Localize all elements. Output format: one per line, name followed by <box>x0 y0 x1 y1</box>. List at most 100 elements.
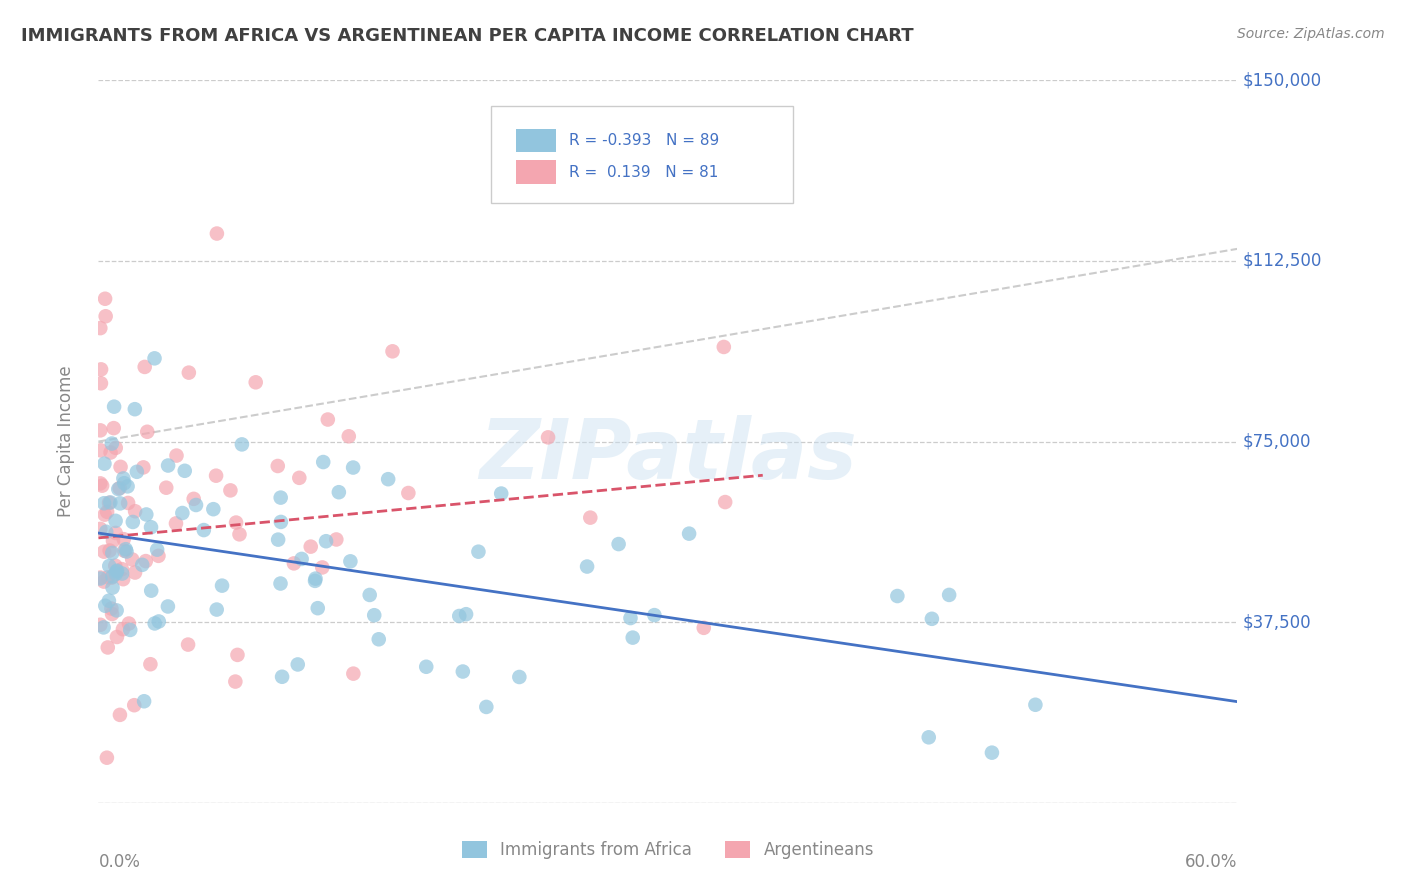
Point <box>135 554 157 568</box>
Point <box>117 496 139 510</box>
Point <box>396 486 419 500</box>
Point <box>245 376 267 390</box>
Point <box>105 603 128 617</box>
Point <box>270 515 292 529</box>
Point <box>132 694 155 708</box>
Point <box>449 609 471 624</box>
Point <box>98 543 121 558</box>
Point <box>94 599 117 613</box>
Point <box>205 227 228 241</box>
Point <box>112 532 135 546</box>
Point <box>166 449 188 463</box>
Point <box>90 362 112 376</box>
Point <box>270 576 292 591</box>
Point <box>226 648 249 662</box>
Point <box>115 544 138 558</box>
Point <box>89 476 111 491</box>
Point <box>156 599 179 614</box>
Point <box>118 616 141 631</box>
Point <box>202 502 225 516</box>
Point <box>117 479 139 493</box>
FancyBboxPatch shape <box>516 128 557 152</box>
Text: R = -0.393   N = 89: R = -0.393 N = 89 <box>569 133 718 148</box>
Point <box>172 506 194 520</box>
Point <box>90 376 112 391</box>
Point <box>1024 698 1046 712</box>
Point <box>228 527 250 541</box>
Point <box>111 566 134 581</box>
Point <box>342 460 364 475</box>
Point <box>270 491 292 505</box>
Point <box>714 495 737 509</box>
Point <box>89 617 111 632</box>
Point <box>108 707 131 722</box>
Point <box>315 534 337 549</box>
Point <box>108 496 131 510</box>
Point <box>100 601 122 615</box>
Point <box>134 359 156 374</box>
Point <box>304 572 326 586</box>
Point <box>136 425 159 439</box>
Point <box>112 572 135 586</box>
Point <box>193 523 215 537</box>
Point <box>90 443 112 458</box>
Point <box>693 621 716 635</box>
Point <box>508 670 530 684</box>
Text: $75,000: $75,000 <box>1243 433 1312 450</box>
Point <box>108 481 131 495</box>
Point <box>97 570 120 584</box>
Point <box>101 546 124 560</box>
Text: Source: ZipAtlas.com: Source: ZipAtlas.com <box>1237 27 1385 41</box>
Point <box>104 514 127 528</box>
Text: ZIPatlas: ZIPatlas <box>479 416 856 497</box>
Point <box>104 566 127 581</box>
Point <box>316 412 339 426</box>
Point <box>124 504 146 518</box>
Point <box>643 608 665 623</box>
Point <box>312 455 335 469</box>
Point <box>104 525 127 540</box>
Point <box>96 524 118 539</box>
Point <box>93 620 115 634</box>
Point <box>155 481 177 495</box>
Y-axis label: Per Capita Income: Per Capita Income <box>56 366 75 517</box>
Point <box>339 554 361 568</box>
Point <box>304 574 326 588</box>
Point <box>143 616 166 631</box>
Point <box>467 544 489 558</box>
Point <box>98 496 121 510</box>
Point <box>177 638 200 652</box>
Point <box>886 589 908 603</box>
Point <box>148 615 170 629</box>
Point <box>89 321 111 335</box>
Point <box>267 458 290 473</box>
Point <box>938 588 960 602</box>
Point <box>415 659 437 673</box>
Point <box>96 750 118 764</box>
Point <box>307 601 329 615</box>
Point <box>112 471 135 485</box>
Point <box>97 593 120 607</box>
Point <box>89 522 111 536</box>
Point <box>299 540 322 554</box>
FancyBboxPatch shape <box>491 105 793 203</box>
Point <box>93 496 115 510</box>
Point <box>93 457 115 471</box>
Point <box>101 569 124 583</box>
Point <box>112 543 135 558</box>
Point <box>678 526 700 541</box>
FancyBboxPatch shape <box>516 161 557 184</box>
Point <box>576 559 599 574</box>
Point <box>97 640 120 655</box>
Point <box>139 520 162 534</box>
Legend: Immigrants from Africa, Argentineans: Immigrants from Africa, Argentineans <box>461 841 875 860</box>
Point <box>337 429 360 443</box>
Point <box>184 498 207 512</box>
Point <box>607 537 630 551</box>
Point <box>111 622 134 636</box>
Point <box>110 459 132 474</box>
Point <box>105 630 128 644</box>
Point <box>112 476 135 491</box>
Point <box>125 465 148 479</box>
Point <box>537 430 560 444</box>
